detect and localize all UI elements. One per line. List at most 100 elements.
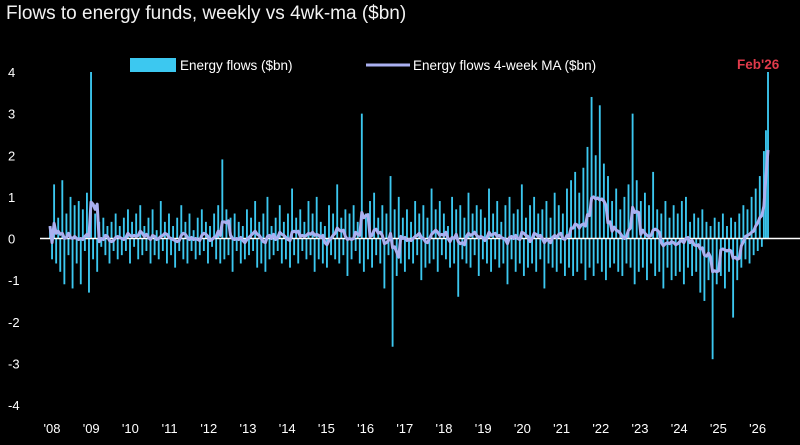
flow-bar	[71, 238, 74, 289]
flow-bar	[549, 217, 552, 239]
flow-bar	[307, 201, 310, 239]
flow-bar	[315, 196, 318, 239]
y-tick-label: 3	[8, 107, 15, 122]
flow-bar	[385, 213, 388, 239]
x-tick-label: '22	[592, 421, 609, 436]
flow-bar	[578, 192, 581, 239]
flow-bar	[209, 226, 211, 239]
flow-bar	[61, 180, 64, 239]
flow-bar	[543, 238, 546, 289]
flow-bar	[202, 238, 205, 251]
flow-bar	[488, 188, 490, 239]
flow-bar	[467, 192, 470, 239]
flow-bar	[744, 238, 747, 260]
flow-bar	[406, 209, 408, 239]
flow-bar	[758, 176, 761, 239]
legend-label-bars: Energy flows ($bn)	[180, 58, 293, 73]
flow-bar	[738, 213, 741, 239]
flow-bar	[147, 217, 150, 239]
flow-bar	[461, 238, 464, 260]
flow-bar	[537, 213, 540, 239]
flow-bar	[131, 221, 133, 239]
flow-bar	[352, 205, 355, 239]
x-tick-label: '25	[710, 421, 727, 436]
flow-bar	[260, 238, 263, 264]
flow-bar	[270, 226, 273, 239]
flow-bar	[695, 238, 698, 272]
flow-bar	[127, 209, 129, 239]
flow-bar	[750, 196, 753, 239]
flow-bar	[512, 213, 515, 239]
y-tick-label: 1	[8, 190, 15, 205]
flow-bar	[391, 238, 394, 347]
flow-bar	[332, 213, 335, 239]
flow-bar	[633, 238, 636, 285]
flow-bar	[348, 213, 351, 239]
flow-bar	[108, 238, 111, 264]
flow-bar	[174, 238, 177, 268]
flow-bar	[447, 226, 449, 239]
flow-bar	[726, 226, 728, 239]
x-axis: '08 '09 '10 '11 '12 '13 '14 '15 '16 '17 '18 '19 '20 '…	[44, 421, 767, 436]
flow-bar	[588, 238, 591, 268]
legend-swatch-bars	[130, 58, 176, 72]
legend-label-ma: Energy flows 4-week MA ($bn)	[413, 58, 596, 73]
flow-bar	[408, 238, 410, 260]
flow-bar	[533, 196, 536, 239]
flow-bar	[434, 209, 437, 239]
flow-bar	[254, 201, 257, 239]
flow-bar	[611, 201, 614, 239]
x-tick-label: '11	[162, 421, 178, 436]
flow-bar	[137, 238, 140, 260]
flow-bar	[687, 238, 689, 268]
flow-bar	[313, 238, 316, 272]
flow-bar	[666, 238, 669, 268]
flow-bar	[375, 238, 378, 256]
flow-bar	[475, 205, 478, 239]
flow-bar	[88, 238, 90, 293]
flow-bar	[135, 213, 138, 239]
flow-bar	[412, 238, 415, 264]
flow-bar	[161, 238, 164, 251]
flow-bar	[451, 196, 454, 239]
flow-bar	[453, 238, 456, 264]
x-tick-label: '14	[279, 421, 296, 436]
flow-bar	[55, 238, 58, 264]
flow-bar	[635, 180, 638, 239]
flow-bar	[539, 238, 542, 260]
flow-bar	[221, 159, 224, 239]
flow-bar	[178, 238, 181, 251]
flow-bar	[248, 238, 250, 256]
flow-bar	[506, 238, 509, 285]
flow-bar	[510, 238, 513, 260]
flow-bar	[295, 217, 298, 239]
flow-bar	[721, 213, 724, 239]
flow-bar	[106, 226, 109, 239]
y-tick-label: -2	[8, 315, 20, 330]
flow-bar	[86, 192, 88, 239]
flow-bar	[180, 205, 183, 239]
flow-bar	[551, 238, 554, 268]
flow-bar	[243, 238, 246, 260]
flow-bar	[336, 184, 339, 239]
flow-bar	[51, 238, 53, 260]
flow-bar	[469, 238, 472, 268]
flow-bar	[734, 221, 737, 239]
flow-bar	[246, 209, 248, 239]
flow-bar	[592, 238, 595, 276]
flow-bar	[397, 196, 400, 239]
flow-bar	[617, 238, 620, 272]
flow-bar	[576, 238, 579, 272]
flow-bar	[143, 226, 146, 239]
flow-bar	[520, 184, 523, 239]
flow-bar	[305, 238, 308, 260]
flow-bar	[77, 201, 80, 239]
flow-bar	[92, 238, 95, 260]
flow-bar	[114, 213, 117, 239]
flow-bar	[102, 217, 105, 239]
y-tick-label: 4	[8, 65, 15, 80]
x-tick-label: '10	[122, 421, 139, 436]
flow-bar	[525, 217, 527, 239]
flow-bar	[685, 196, 687, 239]
flow-bar	[522, 238, 525, 276]
